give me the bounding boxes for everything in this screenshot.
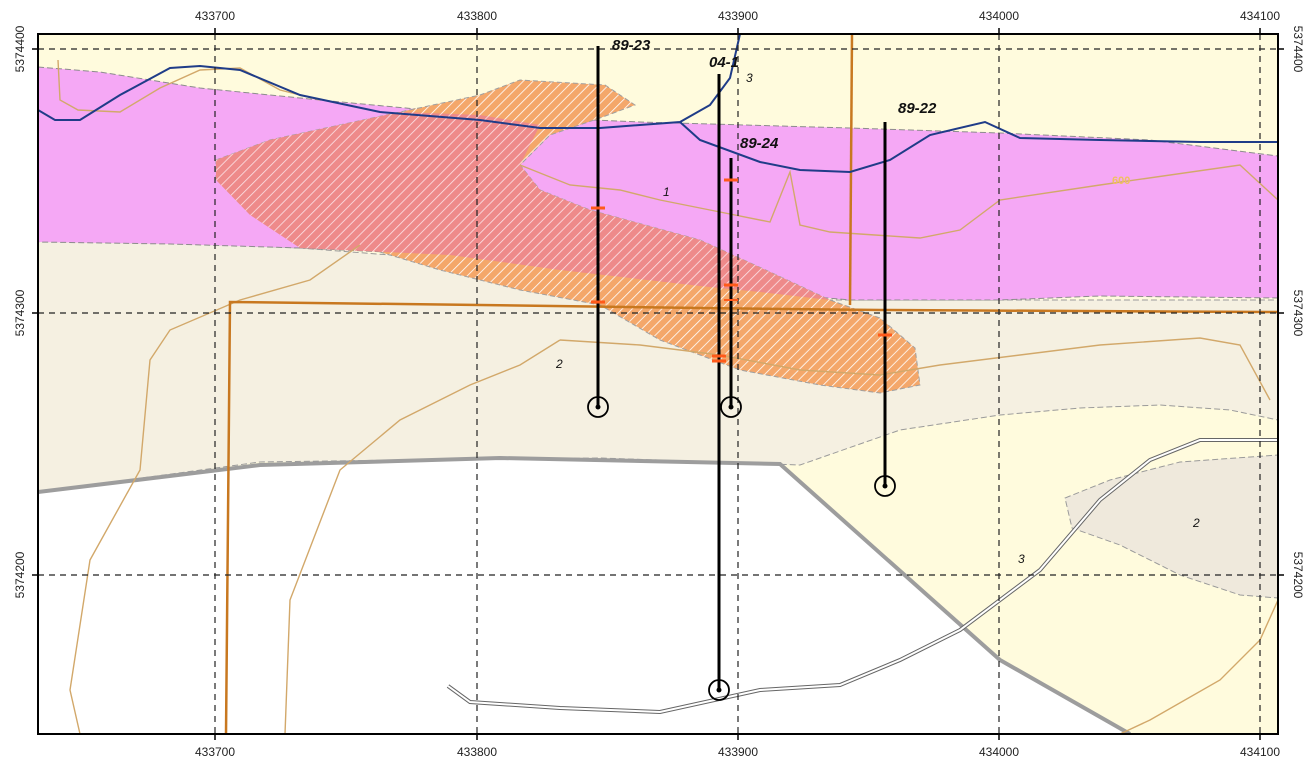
contour-label: 600 (1112, 175, 1130, 187)
collar-symbol (708, 679, 730, 701)
collar-symbol (874, 475, 896, 497)
unit-label: 3 (1018, 552, 1025, 566)
unit-label: 2 (1192, 516, 1200, 530)
tick-label-top: 433900 (718, 9, 758, 23)
trail (446, 438, 1278, 715)
tick-label-top: 433800 (457, 9, 497, 23)
unit-label: 3 (746, 71, 753, 85)
collar-symbol (720, 396, 742, 418)
drillhole-89-22[interactable]: 89-22 (874, 100, 937, 497)
coordinate-grid (38, 34, 1278, 734)
easting-labels-top: 433700 433800 433900 434000 434100 (195, 9, 1280, 23)
collar-dot (882, 483, 888, 489)
tick-label-right: 5374400 (1291, 26, 1305, 73)
tick-label-left: 5374400 (13, 25, 27, 72)
easting-labels-bottom: 433700 433800 433900 434000 434100 (195, 745, 1280, 759)
map-frame-border (37, 33, 1279, 735)
contour-lines (57, 59, 1278, 734)
drillhole-04-1[interactable]: 04-1 (708, 54, 739, 701)
drillhole-89-23[interactable]: 89-23 (587, 37, 651, 418)
unit-beige-patch (1064, 454, 1278, 599)
tick-label-left: 5374300 (13, 289, 27, 336)
unit-white (38, 458, 1130, 734)
drillhole-label: 89-24 (740, 135, 779, 152)
unit-labels: 1 2 2 3 3 (555, 71, 1200, 566)
drillhole-label: 89-23 (612, 37, 651, 54)
drillhole-label: 89-22 (898, 100, 937, 117)
northing-labels-right: 5374400 5374300 5374200 (1291, 26, 1305, 599)
collar-symbol (587, 396, 609, 418)
tick-label-right: 5374300 (1291, 290, 1305, 337)
tick-label-right: 5374200 (1291, 552, 1305, 599)
tick-label-bottom: 433700 (195, 745, 235, 759)
northing-labels-left: 5374400 5374300 5374200 (13, 25, 27, 598)
tick-label-bottom: 433900 (718, 745, 758, 759)
collar-dot (595, 404, 601, 410)
tick-label-top: 434100 (1240, 9, 1280, 23)
tick-label-top: 434000 (979, 9, 1019, 23)
tick-label-top: 433700 (195, 9, 235, 23)
tick-marks (32, 28, 1284, 740)
tick-label-bottom: 433800 (457, 745, 497, 759)
drillhole-label: 04-1 (709, 54, 739, 71)
unit-label: 1 (663, 185, 670, 199)
hatched-overlap (216, 112, 830, 300)
tick-label-bottom: 434100 (1240, 745, 1280, 759)
collar-dot (716, 687, 722, 693)
river (38, 34, 1278, 174)
tick-label-left: 5374200 (13, 551, 27, 598)
road (224, 34, 1278, 734)
unit-label: 2 (555, 357, 563, 371)
tick-label-bottom: 434000 (979, 745, 1019, 759)
fault-line (38, 455, 1131, 734)
drillhole-89-24[interactable]: 89-24 (720, 135, 779, 418)
collar-dot (728, 404, 734, 410)
